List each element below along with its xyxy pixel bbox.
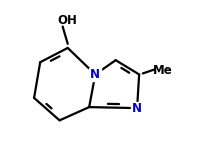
Bar — [131, 102, 143, 114]
Text: N: N — [90, 68, 100, 81]
Text: N: N — [132, 102, 142, 115]
Bar — [89, 68, 101, 81]
Text: OH: OH — [58, 14, 78, 27]
Text: Me: Me — [153, 64, 173, 77]
